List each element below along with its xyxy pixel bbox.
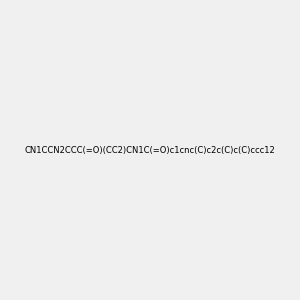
Text: CN1CCN2CCC(=O)(CC2)CN1C(=O)c1cnc(C)c2c(C)c(C)ccc12: CN1CCN2CCC(=O)(CC2)CN1C(=O)c1cnc(C)c2c(C…: [25, 146, 275, 154]
